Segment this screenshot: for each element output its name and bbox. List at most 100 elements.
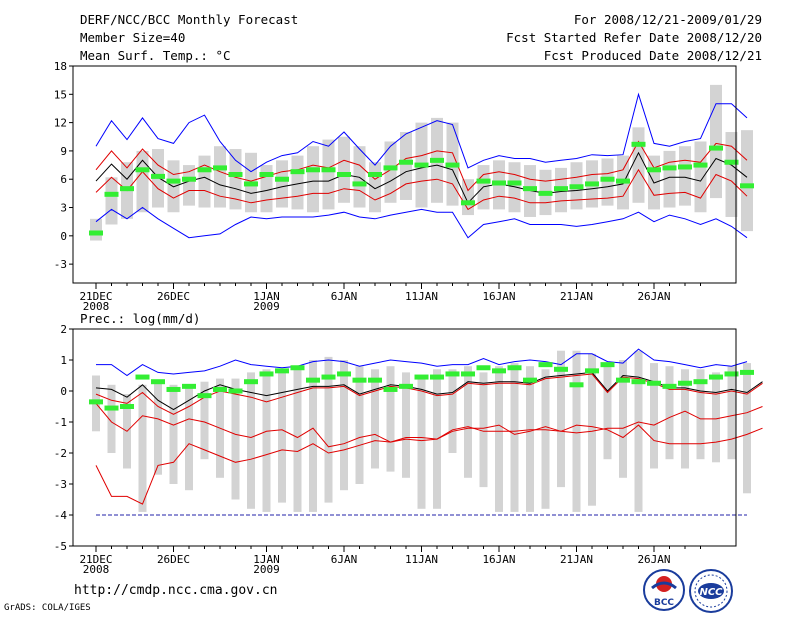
spread-box — [169, 384, 178, 484]
obs-marker — [166, 386, 181, 392]
spread-box — [369, 162, 381, 213]
spread-box — [696, 369, 705, 460]
x-tick-label: 26DEC — [157, 553, 190, 566]
spread-box — [278, 372, 286, 503]
obs-marker — [631, 141, 646, 147]
obs-marker — [554, 366, 568, 372]
grads-credit: GrADS: COLA/IGES — [4, 603, 91, 613]
y-tick-label: -1 — [54, 416, 67, 429]
obs-marker — [662, 383, 677, 389]
x-tick-label: 21JAN — [560, 553, 593, 566]
obs-marker — [414, 374, 429, 380]
obs-marker — [430, 157, 444, 163]
obs-marker — [445, 162, 460, 168]
obs-marker — [492, 368, 506, 374]
obs-marker — [585, 368, 599, 374]
obs-marker — [538, 362, 553, 368]
x-tick-label: 16JAN — [482, 290, 515, 303]
y-tick-label: 18 — [54, 60, 67, 73]
obs-marker — [151, 173, 165, 179]
obs-marker — [275, 176, 289, 182]
spread-box — [495, 366, 503, 512]
obs-marker — [383, 165, 398, 171]
obs-marker — [383, 386, 398, 392]
y-tick-label: 6 — [60, 173, 67, 186]
spread-box — [154, 381, 162, 475]
obs-marker — [461, 200, 475, 206]
spread-box — [712, 372, 720, 463]
obs-marker — [647, 167, 661, 173]
obs-marker — [321, 374, 336, 380]
spread-box — [741, 130, 753, 232]
obs-marker — [120, 186, 134, 192]
obs-marker — [275, 368, 289, 374]
x-tick-label: 11JAN — [405, 553, 438, 566]
obs-marker — [182, 176, 196, 182]
variable-label: Mean Surf. Temp.: °C — [80, 48, 231, 63]
obs-marker — [647, 380, 661, 386]
series-min-line — [95, 206, 748, 239]
obs-marker — [337, 371, 351, 377]
series-p25-line — [95, 168, 748, 211]
obs-marker — [631, 379, 646, 385]
obs-marker — [724, 371, 739, 377]
y-tick-label: -2 — [54, 447, 67, 460]
obs-marker — [352, 377, 367, 383]
spread-box — [510, 363, 519, 512]
x-tick-label: 6JAN — [331, 290, 358, 303]
obs-marker — [430, 374, 444, 380]
series-p75-line — [95, 373, 763, 415]
spread-box — [185, 384, 193, 491]
obs-marker — [678, 164, 692, 170]
obs-marker — [228, 388, 243, 394]
obs-marker — [554, 186, 568, 192]
x-tick-label: 16JAN — [482, 553, 515, 566]
obs-marker — [120, 404, 134, 409]
spread-box — [619, 360, 627, 478]
spread-box — [200, 381, 209, 460]
ncc-logo-text: NCC — [699, 587, 723, 598]
obs-marker — [523, 186, 537, 192]
spread-box — [557, 350, 565, 488]
footer-url[interactable]: http://cmdp.ncc.cma.gov.cn — [74, 583, 278, 598]
spread-box — [107, 384, 116, 453]
y-tick-label: 9 — [60, 145, 67, 158]
obs-marker — [197, 393, 212, 399]
spread-box — [572, 350, 581, 512]
precip-title: Prec.: log(mm/d) — [80, 311, 200, 326]
obs-marker — [414, 162, 429, 168]
bcc-logo: BCC — [642, 568, 686, 612]
y-tick-label: 2 — [60, 323, 67, 336]
obs-marker — [337, 172, 351, 177]
obs-marker — [213, 386, 227, 392]
obs-marker — [693, 162, 708, 168]
obs-marker — [368, 377, 382, 383]
spread-box — [371, 369, 379, 469]
obs-marker — [569, 184, 584, 190]
spread-box — [665, 366, 674, 460]
fcst-produced-date: Fcst Produced Date 2008/12/21 — [543, 48, 762, 63]
obs-marker — [352, 181, 367, 187]
obs-marker — [104, 405, 119, 411]
obs-marker — [678, 380, 692, 386]
series-mean-line — [95, 151, 748, 204]
obs-marker — [197, 167, 212, 173]
y-tick-label: -3 — [54, 478, 67, 491]
spread-box — [462, 179, 474, 216]
obs-marker — [740, 183, 754, 189]
obs-marker — [399, 159, 413, 165]
series-min-line — [95, 424, 763, 505]
spread-box — [324, 356, 333, 503]
obs-marker — [724, 159, 739, 165]
obs-marker — [709, 374, 723, 380]
spread-box — [448, 369, 457, 453]
plot-frame — [72, 65, 737, 284]
x-tick-year: 2009 — [253, 300, 280, 313]
x-tick-year: 2009 — [253, 563, 280, 576]
obs-marker — [740, 369, 754, 375]
spread-box — [198, 155, 211, 208]
y-tick-label: 3 — [60, 202, 67, 215]
plot-frame — [72, 328, 737, 547]
